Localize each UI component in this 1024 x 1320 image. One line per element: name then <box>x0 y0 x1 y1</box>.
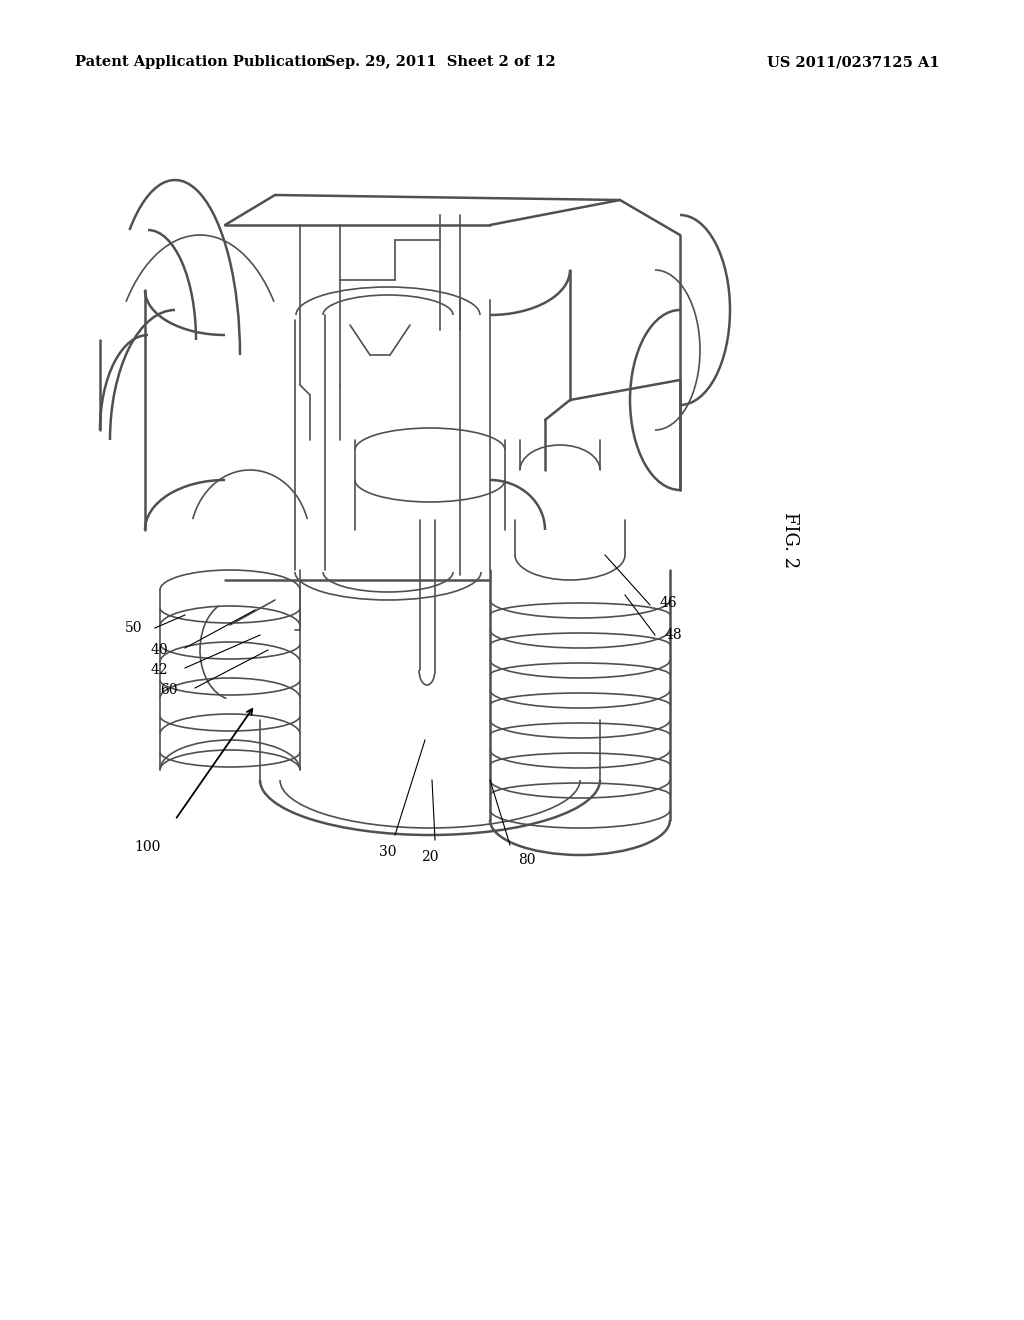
Text: US 2011/0237125 A1: US 2011/0237125 A1 <box>767 55 940 69</box>
Text: Patent Application Publication: Patent Application Publication <box>75 55 327 69</box>
Text: 48: 48 <box>665 628 683 642</box>
Text: Sep. 29, 2011  Sheet 2 of 12: Sep. 29, 2011 Sheet 2 of 12 <box>325 55 555 69</box>
Text: 42: 42 <box>151 663 168 677</box>
Text: 60: 60 <box>161 682 178 697</box>
Text: FIG. 2: FIG. 2 <box>781 512 799 568</box>
Text: 80: 80 <box>518 853 536 867</box>
Text: 20: 20 <box>421 850 438 865</box>
Text: 30: 30 <box>379 845 396 859</box>
Text: 40: 40 <box>151 643 168 657</box>
Text: 46: 46 <box>660 597 678 610</box>
Text: 100: 100 <box>135 840 161 854</box>
Text: 50: 50 <box>125 620 142 635</box>
